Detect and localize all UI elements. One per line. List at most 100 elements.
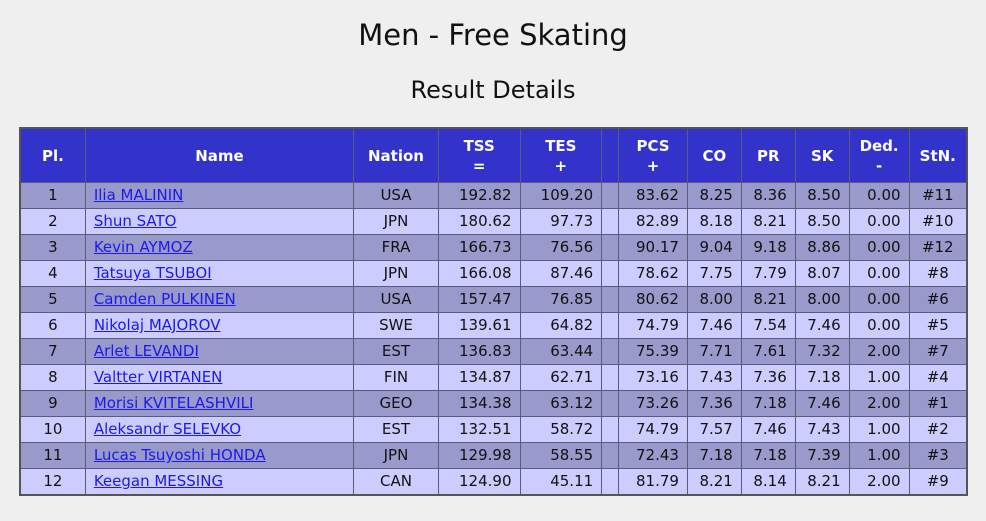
- tss-cell: 134.38: [437, 390, 521, 417]
- sk-cell: 7.46: [794, 390, 850, 417]
- skater-name-link[interactable]: Lucas Tsuyoshi HONDA: [93, 446, 266, 464]
- sk-cell: 7.43: [794, 416, 850, 443]
- spacer-cell: [601, 234, 620, 261]
- sk-cell: 7.18: [794, 364, 850, 391]
- table-row: 4 Tatsuya TSUBOI JPN 166.08 87.46 78.62 7.75 7.…: [19, 260, 968, 287]
- sk-cell: 8.50: [794, 182, 850, 209]
- deductions-cell: 0.00: [848, 234, 910, 261]
- pr-cell: 7.18: [740, 442, 796, 469]
- header-tes: TES +: [519, 127, 603, 183]
- pr-cell: 7.61: [740, 338, 796, 365]
- results-table: Pl. Name Nation TSS = TES + PCS + CO PR SK …: [19, 127, 968, 496]
- start-number-cell: #1: [908, 390, 968, 417]
- co-cell: 7.75: [686, 260, 742, 287]
- spacer-cell: [601, 416, 620, 443]
- co-cell: 7.43: [686, 364, 742, 391]
- spacer-cell: [601, 182, 620, 209]
- tss-cell: 180.62: [437, 208, 521, 235]
- tss-cell: 166.08: [437, 260, 521, 287]
- tes-cell: 76.85: [519, 286, 603, 313]
- nation-cell: GEO: [353, 390, 439, 417]
- place-cell: 5: [19, 286, 86, 313]
- skater-name-link[interactable]: Tatsuya TSUBOI: [93, 264, 212, 282]
- place-cell: 9: [19, 390, 86, 417]
- start-number-cell: #12: [908, 234, 968, 261]
- place-cell: 4: [19, 260, 86, 287]
- sk-cell: 7.46: [794, 312, 850, 339]
- skater-name-link[interactable]: Shun SATO: [93, 212, 177, 230]
- skater-name-link[interactable]: Arlet LEVANDI: [93, 342, 199, 360]
- pr-cell: 7.18: [740, 390, 796, 417]
- skater-name-link[interactable]: Kevin AYMOZ: [93, 238, 193, 256]
- header-nation: Nation: [353, 127, 439, 183]
- name-cell: Tatsuya TSUBOI: [84, 260, 355, 287]
- table-row: 5 Camden PULKINEN USA 157.47 76.85 80.62 8.00 8…: [19, 286, 968, 313]
- nation-cell: CAN: [353, 468, 439, 496]
- skater-name-link[interactable]: Ilia MALININ: [93, 186, 184, 204]
- pr-cell: 8.21: [740, 208, 796, 235]
- place-cell: 2: [19, 208, 86, 235]
- pr-cell: 7.36: [740, 364, 796, 391]
- skater-name-link[interactable]: Camden PULKINEN: [93, 290, 236, 308]
- spacer-cell: [601, 442, 620, 469]
- deductions-cell: 1.00: [848, 442, 910, 469]
- tes-cell: 97.73: [519, 208, 603, 235]
- start-number-cell: #8: [908, 260, 968, 287]
- spacer-cell: [601, 468, 620, 496]
- skater-name-link[interactable]: Aleksandr SELEVKO: [93, 420, 242, 438]
- sk-cell: 7.32: [794, 338, 850, 365]
- nation-cell: JPN: [353, 208, 439, 235]
- pcs-cell: 82.89: [618, 208, 688, 235]
- skater-name-link[interactable]: Morisi KVITELASHVILI: [93, 394, 254, 412]
- deductions-cell: 2.00: [848, 468, 910, 496]
- start-number-cell: #10: [908, 208, 968, 235]
- nation-cell: JPN: [353, 442, 439, 469]
- sk-cell: 8.07: [794, 260, 850, 287]
- sk-cell: 8.86: [794, 234, 850, 261]
- sk-cell: 8.50: [794, 208, 850, 235]
- spacer-cell: [601, 364, 620, 391]
- pcs-cell: 78.62: [618, 260, 688, 287]
- tes-cell: 63.12: [519, 390, 603, 417]
- spacer-cell: [601, 312, 620, 339]
- skater-name-link[interactable]: Valtter VIRTANEN: [93, 368, 223, 386]
- tes-cell: 64.82: [519, 312, 603, 339]
- deductions-cell: 2.00: [848, 390, 910, 417]
- co-cell: 7.36: [686, 390, 742, 417]
- co-cell: 8.25: [686, 182, 742, 209]
- tes-cell: 62.71: [519, 364, 603, 391]
- name-cell: Ilia MALININ: [84, 182, 355, 209]
- tss-cell: 124.90: [437, 468, 521, 496]
- place-cell: 6: [19, 312, 86, 339]
- pr-cell: 8.14: [740, 468, 796, 496]
- pr-cell: 8.36: [740, 182, 796, 209]
- sk-cell: 7.39: [794, 442, 850, 469]
- tss-cell: 134.87: [437, 364, 521, 391]
- deductions-cell: 0.00: [848, 286, 910, 313]
- header-start-number: StN.: [908, 127, 968, 183]
- nation-cell: SWE: [353, 312, 439, 339]
- table-row: 6 Nikolaj MAJOROV SWE 139.61 64.82 74.79 7.46 7…: [19, 312, 968, 339]
- pcs-cell: 81.79: [618, 468, 688, 496]
- place-cell: 12: [19, 468, 86, 496]
- place-cell: 8: [19, 364, 86, 391]
- pcs-cell: 80.62: [618, 286, 688, 313]
- tes-cell: 58.72: [519, 416, 603, 443]
- name-cell: Keegan MESSING: [84, 468, 355, 496]
- pcs-cell: 73.26: [618, 390, 688, 417]
- deductions-cell: 0.00: [848, 208, 910, 235]
- sk-cell: 8.00: [794, 286, 850, 313]
- skater-name-link[interactable]: Keegan MESSING: [93, 472, 224, 490]
- tss-cell: 166.73: [437, 234, 521, 261]
- pr-cell: 7.46: [740, 416, 796, 443]
- co-cell: 7.71: [686, 338, 742, 365]
- skater-name-link[interactable]: Nikolaj MAJOROV: [93, 316, 221, 334]
- deductions-cell: 0.00: [848, 260, 910, 287]
- co-cell: 8.00: [686, 286, 742, 313]
- co-cell: 7.18: [686, 442, 742, 469]
- name-cell: Shun SATO: [84, 208, 355, 235]
- deductions-cell: 1.00: [848, 364, 910, 391]
- nation-cell: JPN: [353, 260, 439, 287]
- co-cell: 7.46: [686, 312, 742, 339]
- place-cell: 7: [19, 338, 86, 365]
